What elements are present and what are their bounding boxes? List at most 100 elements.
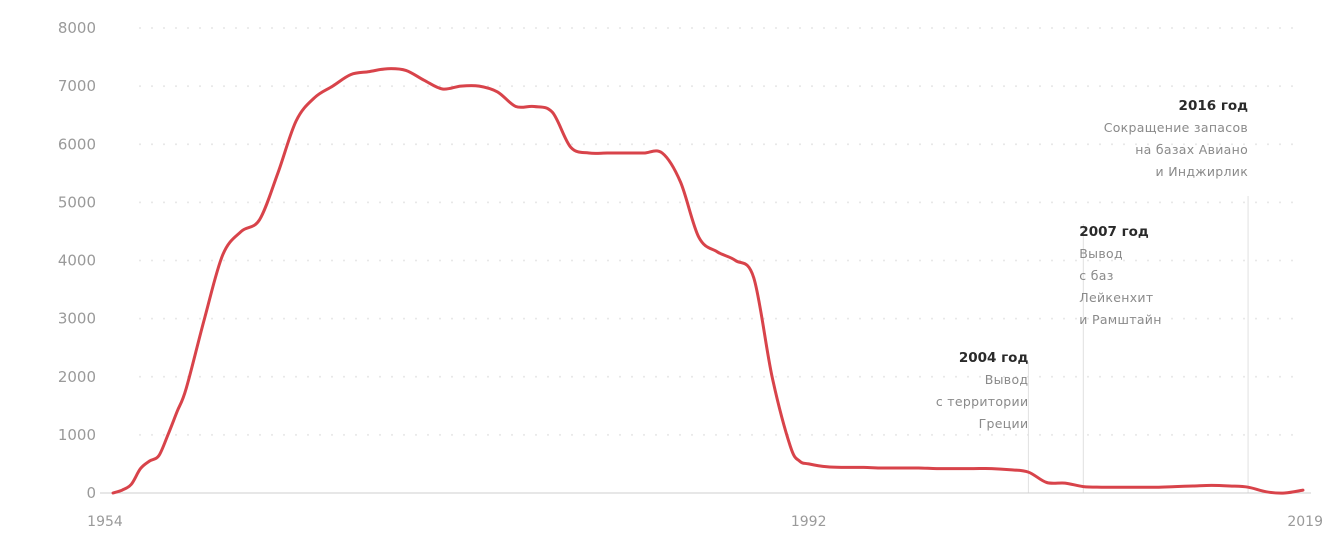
grid-dot [1183, 259, 1185, 262]
grid-dot [715, 375, 717, 378]
grid-dot [271, 143, 273, 146]
grid-dot [355, 433, 357, 436]
grid-dot [319, 375, 321, 378]
grid-dot [139, 375, 141, 378]
annotation-2016: 2016 год Сокращение запасов на базах Авиан… [1104, 98, 1248, 179]
grid-dot [883, 143, 885, 146]
grid-dot [1075, 433, 1077, 436]
grid-dot [139, 259, 141, 262]
y-tick-label: 5000 [58, 193, 96, 211]
grid-dot [763, 143, 765, 146]
grid-dot [763, 201, 765, 204]
grid-dot [1195, 27, 1197, 29]
grid-dot [931, 27, 933, 29]
grid-dot [403, 143, 405, 146]
grid-dot [235, 317, 237, 320]
grid-dot [511, 143, 513, 146]
grid-dot [799, 201, 801, 204]
grid-dot [427, 375, 429, 378]
grid-dot [1183, 143, 1185, 146]
grid-dot [1207, 27, 1209, 29]
grid-dot [151, 85, 153, 88]
grid-dot [691, 433, 693, 436]
grid-dot [163, 433, 165, 436]
grid-dot [223, 375, 225, 378]
grid-dot [979, 27, 981, 29]
grid-dot [739, 85, 741, 88]
grid-dot [1267, 201, 1269, 204]
grid-dot [355, 375, 357, 378]
grid-dot [751, 27, 753, 29]
grid-dot [283, 143, 285, 146]
grid-dot [787, 85, 789, 88]
grid-dot [1039, 317, 1041, 320]
grid-dot [679, 375, 681, 378]
grid-dot [907, 433, 909, 436]
grid-dot [679, 85, 681, 88]
grid-dot [1075, 201, 1077, 204]
grid-dot [619, 85, 621, 88]
grid-dot [775, 143, 777, 146]
grid-dot [199, 85, 201, 88]
grid-dot [211, 201, 213, 204]
grid-dot [1111, 85, 1113, 88]
grid-dot [211, 433, 213, 436]
grid-dot [1291, 85, 1293, 88]
grid-dot [1171, 259, 1173, 262]
grid-dot [1291, 27, 1293, 29]
grid-dot [451, 259, 453, 262]
grid-dot [487, 433, 489, 436]
grid-dot [1183, 201, 1185, 204]
grid-dot [247, 143, 249, 146]
grid-dot [175, 317, 177, 320]
grid-dot [931, 317, 933, 320]
grid-dot [835, 201, 837, 204]
grid-dot [1207, 433, 1209, 436]
grid-dot [703, 143, 705, 146]
grid-dot [367, 27, 369, 29]
grid-dot [919, 85, 921, 88]
grid-dot [811, 143, 813, 146]
grid-dot [955, 201, 957, 204]
grid-dot [367, 259, 369, 262]
grid-dot [235, 143, 237, 146]
grid-dot [787, 27, 789, 29]
grid-dot [907, 27, 909, 29]
grid-dot [919, 27, 921, 29]
grid-dot [679, 317, 681, 320]
grid-dot [1039, 201, 1041, 204]
grid-dot [391, 143, 393, 146]
grid-dot [1243, 27, 1245, 29]
grid-dot [547, 317, 549, 320]
grid-dot [1135, 317, 1137, 320]
grid-dot [919, 201, 921, 204]
grid-dot [247, 259, 249, 262]
grid-dot [655, 317, 657, 320]
grid-dot [595, 317, 597, 320]
grid-dot [403, 317, 405, 320]
grid-dot [1279, 375, 1281, 378]
grid-dot [379, 27, 381, 29]
grid-dot [463, 27, 465, 29]
grid-dot [595, 375, 597, 378]
grid-dot [319, 27, 321, 29]
grid-dot [175, 201, 177, 204]
grid-dot [1003, 375, 1005, 378]
grid-dot [235, 433, 237, 436]
grid-dot [739, 375, 741, 378]
grid-dot [691, 375, 693, 378]
grid-dot [787, 201, 789, 204]
grid-dot [1051, 201, 1053, 204]
grid-dot [1231, 317, 1233, 320]
grid-dot [151, 27, 153, 29]
grid-dot [631, 317, 633, 320]
grid-dot [1135, 143, 1137, 146]
grid-dot [1255, 375, 1257, 378]
grid-dot [1087, 317, 1089, 320]
grid-dot [415, 85, 417, 88]
grid-dot [331, 433, 333, 436]
grid-dot [727, 433, 729, 436]
grid-dot [283, 27, 285, 29]
grid-dot [379, 143, 381, 146]
grid-dot [775, 85, 777, 88]
